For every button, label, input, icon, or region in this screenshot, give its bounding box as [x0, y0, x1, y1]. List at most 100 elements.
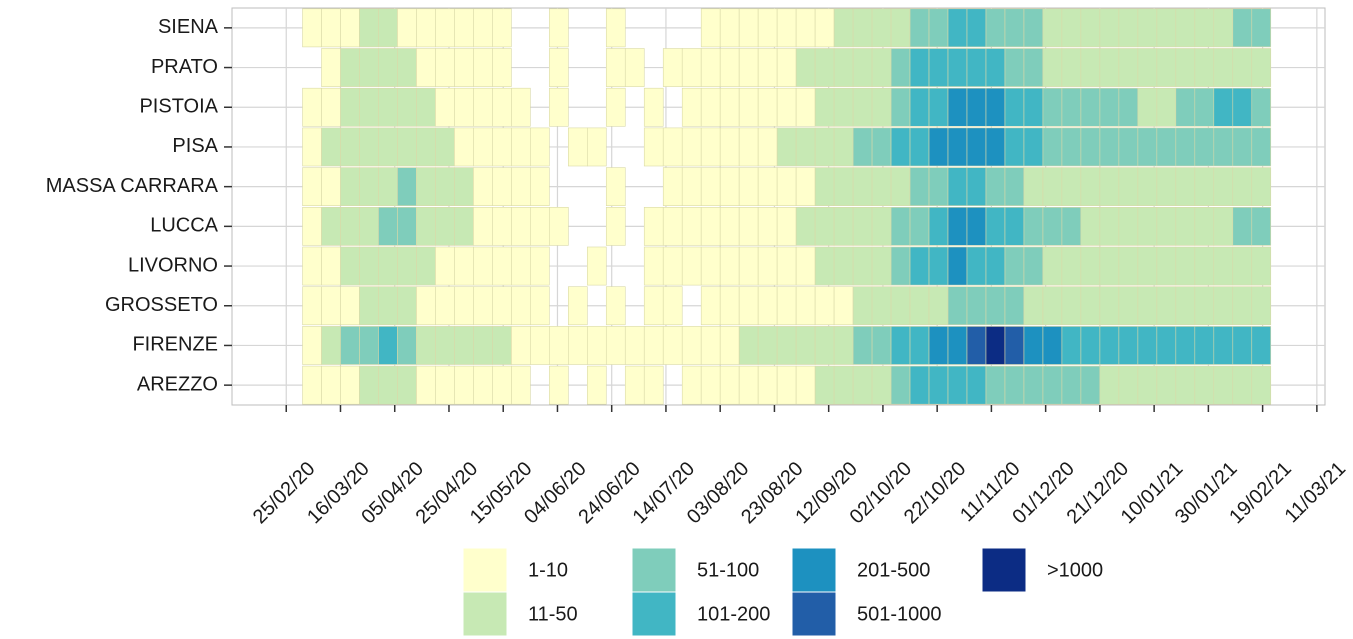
tile [530, 167, 550, 207]
tile [833, 326, 854, 365]
tile [833, 8, 854, 48]
tile [1023, 48, 1044, 87]
tile [1156, 87, 1177, 127]
tile [890, 326, 911, 365]
tile [530, 286, 550, 326]
tile [985, 8, 1006, 48]
tile [302, 365, 322, 405]
tile [795, 8, 816, 48]
tile [1061, 206, 1082, 246]
tile [1023, 167, 1044, 207]
tile [511, 167, 531, 207]
tile [416, 127, 436, 167]
tile [643, 127, 664, 167]
tile [1251, 286, 1272, 326]
tile [1175, 326, 1196, 365]
tile [928, 8, 949, 48]
tile [302, 127, 322, 167]
tile [340, 206, 360, 246]
tile [1213, 326, 1234, 365]
tile [435, 48, 455, 87]
tile [852, 326, 873, 365]
tile [378, 87, 398, 127]
tile [738, 48, 759, 87]
y-tick-label: LIVORNO [128, 254, 218, 276]
tile [530, 246, 550, 286]
tile [1137, 8, 1158, 48]
tile [511, 286, 531, 326]
tile [1118, 286, 1139, 326]
tile [586, 127, 607, 167]
tile [776, 167, 797, 207]
tile [1061, 87, 1082, 127]
legend-key [631, 547, 677, 593]
tile [1137, 365, 1158, 405]
tile [871, 127, 892, 167]
tile [1156, 326, 1177, 365]
tile [511, 87, 531, 127]
tile [700, 206, 721, 246]
tile [985, 48, 1006, 87]
tile [1004, 167, 1025, 207]
tile [1004, 48, 1025, 87]
tile [1042, 286, 1063, 326]
tile [302, 246, 322, 286]
tile [738, 87, 759, 127]
tile [966, 365, 987, 405]
tile [302, 87, 322, 127]
tile [378, 167, 398, 207]
tile [1099, 8, 1120, 48]
tile [643, 206, 664, 246]
tile [302, 326, 322, 365]
tile [947, 127, 968, 167]
tile [738, 8, 759, 48]
tile [757, 127, 778, 167]
tile [1042, 127, 1063, 167]
tile [492, 48, 512, 87]
tile [681, 206, 702, 246]
tile [605, 206, 626, 246]
tile [947, 326, 968, 365]
tile [416, 365, 436, 405]
tile [852, 127, 873, 167]
tile [1099, 365, 1120, 405]
tile [416, 167, 436, 207]
tile [511, 127, 531, 167]
tile [776, 87, 797, 127]
tile [890, 246, 911, 286]
tile [492, 206, 512, 246]
tile [852, 48, 873, 87]
tile [1137, 286, 1158, 326]
tile [681, 87, 702, 127]
tile [738, 206, 759, 246]
tile [662, 48, 683, 87]
tile [985, 87, 1006, 127]
tile [1156, 48, 1177, 87]
tile [1042, 246, 1063, 286]
tile [909, 246, 930, 286]
tile [795, 48, 816, 87]
tile [1023, 286, 1044, 326]
tile [909, 8, 930, 48]
tile [454, 48, 474, 87]
tile [340, 365, 360, 405]
tile [776, 246, 797, 286]
tile [511, 365, 531, 405]
tile [397, 206, 417, 246]
tile [1232, 365, 1253, 405]
legend-label: >1000 [1047, 559, 1103, 581]
tile [1042, 365, 1063, 405]
tile [1175, 206, 1196, 246]
tile [814, 365, 835, 405]
tile [757, 167, 778, 207]
tile [928, 167, 949, 207]
tile [1099, 87, 1120, 127]
tile [1232, 87, 1253, 127]
tile [1061, 167, 1082, 207]
tile [795, 127, 816, 167]
tile [1099, 246, 1120, 286]
tile [928, 48, 949, 87]
tile [814, 87, 835, 127]
legend-label: 1-10 [528, 559, 568, 581]
tile [1232, 167, 1253, 207]
